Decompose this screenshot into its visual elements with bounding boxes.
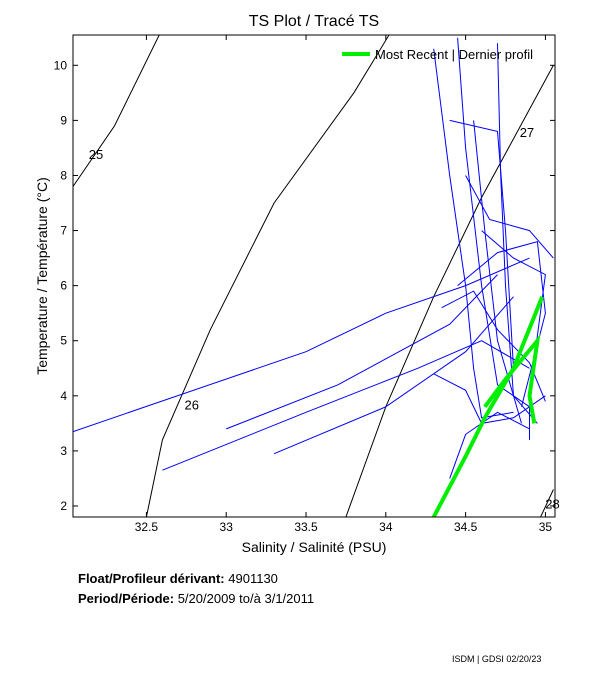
y-tick-label: 5	[60, 334, 67, 348]
x-tick-label: 34.5	[454, 520, 478, 534]
x-axis-label: Salinity / Salinité (PSU)	[242, 539, 387, 555]
profile-line	[449, 119, 514, 369]
x-tick-label: 33	[220, 520, 234, 534]
x-tick-label: 33.5	[294, 520, 318, 534]
float-id: 4901130	[228, 571, 278, 586]
period-to: to/à	[239, 591, 261, 606]
contour-label-26: 26	[185, 398, 199, 413]
legend: Most Recent | Dernier profil	[342, 47, 533, 62]
profile-line	[473, 120, 522, 424]
period-start: 5/20/2009	[177, 591, 236, 606]
legend-label: Most Recent | Dernier profil	[375, 47, 533, 62]
period-end: 3/1/2011	[264, 591, 315, 606]
x-tick-label: 35	[539, 520, 553, 534]
y-tick-label: 9	[60, 113, 67, 127]
y-tick-label: 8	[60, 168, 67, 182]
y-tick-label: 3	[60, 444, 67, 458]
float-info: Float/Profileur dérivant: 4901130	[78, 571, 278, 586]
x-tick-label: 34	[379, 520, 393, 534]
profile-line	[465, 175, 554, 259]
y-tick-label: 6	[60, 279, 67, 293]
contour-label-28: 28	[545, 497, 559, 512]
density-contour-28	[540, 489, 554, 517]
most-recent-profile	[431, 295, 545, 517]
profile-line	[457, 37, 530, 408]
y-tick-label: 7	[60, 224, 67, 238]
profile-line	[226, 274, 498, 430]
y-tick-label: 10	[54, 58, 68, 72]
x-tick-label: 32.5	[135, 520, 159, 534]
profile-line	[433, 48, 514, 419]
period-label: Period/Période:	[78, 591, 175, 606]
profile-line	[481, 230, 546, 440]
most-recent-profile	[483, 333, 541, 424]
density-contour-25	[73, 35, 160, 187]
plot-frame	[72, 34, 556, 518]
y-tick-label: 4	[60, 389, 67, 403]
profile-line	[441, 290, 546, 402]
float-label: Float/Profileur dérivant:	[78, 571, 225, 586]
period-info: Period/Période: 5/20/2009 to/à 3/1/2011	[78, 591, 314, 606]
contour-label-27: 27	[520, 125, 534, 140]
chart-title: TS Plot / Tracé TS	[249, 13, 379, 30]
contour-label-25: 25	[89, 147, 103, 162]
y-tick-label: 2	[60, 499, 67, 513]
footer-credit: ISDM | GDSI 02/20/23	[452, 654, 542, 664]
y-axis-label: Temperature / Température (°C)	[34, 177, 50, 375]
density-contour-26	[145, 35, 390, 517]
profile-line	[162, 340, 530, 471]
profile-line	[73, 257, 530, 433]
profile-line	[273, 296, 514, 455]
